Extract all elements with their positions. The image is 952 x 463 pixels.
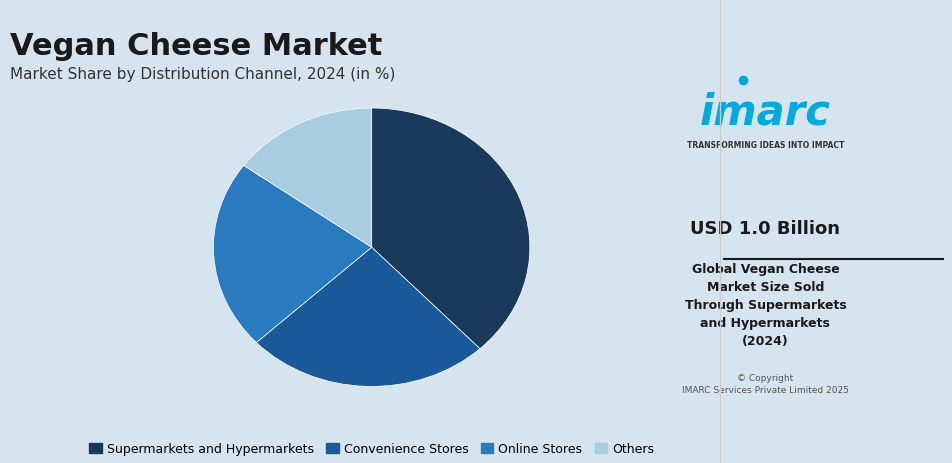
Wedge shape — [213, 166, 371, 343]
Wedge shape — [371, 109, 529, 349]
Text: USD 1.0 Billion: USD 1.0 Billion — [689, 219, 840, 238]
Text: © Copyright
IMARC Services Private Limited 2025: © Copyright IMARC Services Private Limit… — [682, 374, 848, 394]
Text: imarc: imarc — [699, 91, 830, 133]
Text: TRANSFORMING IDEAS INTO IMPACT: TRANSFORMING IDEAS INTO IMPACT — [686, 141, 843, 150]
Text: Market Share by Distribution Channel, 2024 (in %): Market Share by Distribution Channel, 20… — [10, 67, 394, 82]
Text: Global Vegan Cheese
Market Size Sold
Through Supermarkets
and Hypermarkets
(2024: Global Vegan Cheese Market Size Sold Thr… — [684, 263, 845, 347]
Legend: Supermarkets and Hypermarkets, Convenience Stores, Online Stores, Others: Supermarkets and Hypermarkets, Convenien… — [84, 437, 659, 460]
Wedge shape — [256, 248, 480, 387]
Wedge shape — [244, 109, 371, 248]
Text: Vegan Cheese Market: Vegan Cheese Market — [10, 32, 382, 61]
